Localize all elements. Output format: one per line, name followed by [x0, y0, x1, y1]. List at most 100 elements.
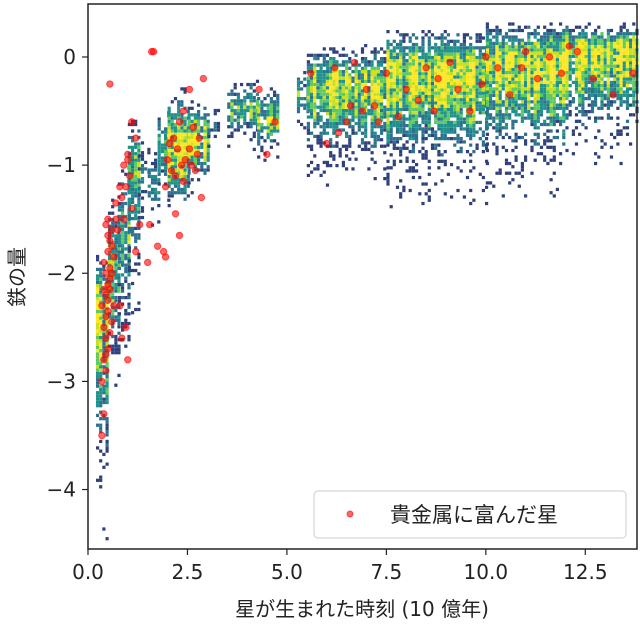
heatmap-cell	[354, 66, 358, 70]
heatmap-cell	[332, 121, 336, 126]
heatmap-cell	[127, 213, 131, 218]
heatmap-cell	[472, 59, 476, 63]
heatmap-cell	[632, 58, 636, 62]
heatmap-cell	[332, 118, 336, 122]
heatmap-cell	[117, 283, 121, 287]
heatmap-cell	[514, 103, 518, 107]
heatmap-cell	[124, 192, 128, 196]
scatter-point	[108, 318, 116, 326]
heatmap-cell	[530, 90, 534, 94]
heatmap-cell	[533, 106, 537, 110]
heatmap-cell	[478, 62, 482, 66]
heatmap-cell	[134, 210, 138, 214]
heatmap-cell	[180, 113, 184, 117]
heatmap-cell	[354, 89, 358, 93]
heatmap-cell	[421, 127, 425, 131]
heatmap-cell	[348, 86, 352, 90]
heatmap-cell	[338, 82, 342, 87]
heatmap-cell	[257, 110, 261, 114]
heatmap-cell	[193, 129, 197, 133]
scatter-point	[120, 215, 128, 223]
heatmap-cell	[427, 107, 431, 112]
heatmap-cell	[600, 54, 604, 59]
heatmap-cell	[99, 297, 103, 301]
heatmap-cell	[399, 52, 403, 56]
heatmap-cell	[415, 49, 419, 53]
heatmap-cell	[399, 127, 403, 131]
heatmap-cell	[405, 46, 409, 50]
heatmap-cell	[373, 86, 377, 90]
heatmap-cell	[622, 71, 626, 75]
heatmap-cell	[485, 97, 489, 101]
heatmap-cell	[395, 81, 400, 86]
heatmap-cell	[157, 120, 161, 125]
heatmap-cell	[584, 51, 588, 55]
heatmap-cell	[341, 115, 345, 119]
heatmap-cell	[421, 156, 425, 160]
heatmap-cell	[559, 100, 563, 104]
heatmap-cell	[389, 59, 393, 63]
heatmap-cell	[571, 38, 575, 42]
heatmap-cell	[351, 131, 355, 135]
heatmap-cell	[492, 90, 496, 94]
heatmap-cell	[147, 194, 151, 198]
heatmap-cell	[450, 107, 454, 112]
heatmap-cell	[117, 224, 121, 228]
heatmap-cell	[405, 52, 409, 56]
heatmap-cell	[475, 39, 479, 43]
heatmap-cell	[373, 177, 377, 181]
heatmap-cell	[437, 166, 441, 170]
heatmap-cell	[568, 71, 572, 75]
heatmap-cell	[625, 64, 630, 68]
heatmap-cell	[383, 50, 387, 54]
heatmap-cell	[590, 41, 595, 46]
heatmap-cell	[453, 75, 457, 79]
heatmap-cell	[306, 138, 310, 142]
heatmap-cell	[360, 147, 365, 152]
heatmap-cell	[187, 168, 191, 172]
heatmap-cell	[180, 87, 184, 91]
heatmap-cell	[107, 253, 112, 258]
heatmap-cell	[354, 53, 358, 57]
heatmap-cell	[543, 71, 547, 75]
heatmap-cell	[437, 127, 441, 131]
heatmap-cell	[434, 55, 438, 60]
heatmap-cell	[520, 168, 524, 172]
heatmap-cell	[527, 106, 531, 110]
heatmap-cell	[319, 125, 323, 129]
heatmap-cell	[508, 106, 512, 110]
heatmap-cell	[319, 63, 323, 67]
heatmap-cell	[411, 127, 415, 131]
heatmap-cell	[157, 182, 161, 186]
heatmap-cell	[600, 106, 604, 110]
heatmap-cell	[616, 48, 620, 52]
heatmap-cell	[587, 67, 591, 72]
heatmap-cell	[418, 49, 422, 53]
heatmap-cell	[341, 89, 345, 93]
heatmap-cell	[472, 55, 476, 60]
heatmap-cell	[446, 65, 450, 69]
heatmap-cell	[364, 76, 368, 80]
heatmap-cell	[99, 293, 103, 298]
heatmap-cell	[236, 105, 240, 109]
heatmap-cell	[609, 28, 614, 33]
heatmap-cell	[562, 32, 566, 36]
heatmap-cell	[167, 181, 171, 185]
heatmap-cell	[164, 163, 168, 167]
heatmap-cell	[411, 111, 415, 115]
heatmap-cell	[498, 93, 502, 98]
heatmap-cell	[508, 80, 512, 85]
heatmap-cell	[543, 100, 547, 104]
heatmap-cell	[527, 110, 531, 114]
heatmap-cell	[114, 266, 118, 271]
heatmap-cell	[424, 59, 428, 63]
heatmap-cell	[206, 113, 210, 117]
heatmap-cell	[364, 118, 368, 122]
heatmap-cell	[370, 60, 374, 64]
heatmap-cell	[524, 116, 528, 120]
heatmap-cell	[405, 98, 409, 102]
scatter-point	[521, 47, 530, 56]
heatmap-cell	[190, 142, 194, 146]
heatmap-cell	[364, 57, 368, 61]
heatmap-cell	[345, 73, 349, 77]
